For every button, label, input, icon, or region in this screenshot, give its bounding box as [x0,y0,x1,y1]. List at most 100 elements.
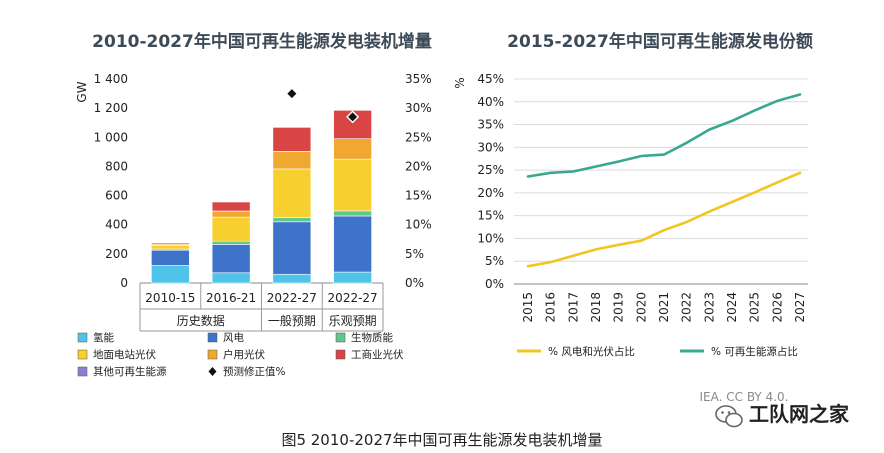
bar-segment [151,245,190,250]
bar-segment [333,210,372,217]
legend-label: 风电 [223,331,244,344]
y-tick-label: 10% [477,231,504,245]
x-tick-label: 2026 [770,292,784,323]
logo-text: 工队网之家 [749,402,850,426]
group-label: 一般预期 [268,313,316,328]
bar-segment [272,168,312,219]
x-tick-label: 2017 [566,292,580,323]
y2-tick-label: 10% [405,218,432,232]
legend-swatch [77,332,88,343]
y2-tick-label: 15% [405,189,432,203]
bar-segment [272,217,312,223]
y-tick-label: 1 200 [94,101,128,115]
group-label: 乐观预期 [329,314,377,328]
bar-segment [211,272,251,284]
x-tick-label: 2022 [680,292,694,323]
y-tick-label: 15% [477,209,504,223]
figure-caption: 图5 2010-2027年中国可再生能源发电装机增量 [281,431,602,449]
x-tick-label: 2024 [725,292,739,323]
y-axis-label: GW [75,81,89,102]
y-tick-label: 0 [120,276,128,290]
y-tick-label: 25% [477,163,504,177]
line-chart-title: 2015-2027年中国可再生能源发电份额 [507,31,813,52]
bar-segment [211,244,251,274]
legend-label: % 风电和光伏占比 [548,345,635,358]
x-tick-label: 2021 [657,292,671,323]
y-tick-label: 45% [477,72,504,86]
forecast-marker [346,110,360,124]
bar-segment [151,242,190,245]
bar-segment [151,265,190,284]
line-chart: 0% 5% 10% 15% 20% 25% 30% 35% 40% 45%% 2015 2016 201… [453,72,808,323]
legend-swatch [77,349,88,360]
bar-segment [211,216,251,242]
series-line [526,93,802,178]
bar-segment [333,271,372,284]
legend-label: 其他可再生能源 [93,365,167,378]
y2-tick-label: 25% [405,130,432,144]
y-tick-label: 200 [105,247,128,261]
y-tick-label: 1 400 [94,72,128,86]
group-label: 历史数据 [177,313,225,328]
bar-chart-title: 2010-2027年中国可再生能源发电装机增量 [92,31,432,52]
line-chart-legend: % 风电和光伏占比 % 可再生能源占比 [517,345,798,358]
bar-segment [333,138,372,160]
wechat-logo-icon [715,405,743,428]
y-tick-label: 35% [477,118,504,132]
bar-chart: 0 200 400 600 800 1 000 1 200 1 400 0% 5% 10% 15% 20… [75,72,432,332]
category-label: 2022-27 [267,291,317,305]
legend-swatch [207,349,218,360]
bar-segment [272,221,312,275]
bar-segment [333,215,372,273]
legend-label: % 可再生能源占比 [711,345,798,358]
category-label: 2022-27 [328,291,378,305]
x-tick-label: 2018 [589,292,603,323]
x-tick-label: 2016 [544,292,558,323]
x-tick-label: 2020 [634,292,648,323]
y2-tick-label: 30% [405,101,432,115]
x-tick-label: 2025 [748,292,762,323]
bar-segment [272,127,312,152]
bar-segment [333,158,372,212]
bar-segment [151,249,190,266]
y-tick-label: 0% [485,277,504,291]
y2-tick-label: 0% [405,276,424,290]
category-label: 2010-15 [145,291,195,305]
y-axis-label: % [453,77,467,88]
legend-label: 预测修正值% [223,365,285,378]
x-tick-label: 2019 [612,292,626,323]
y-tick-label: 600 [105,189,128,203]
legend-label: 氢能 [93,331,114,344]
bar-segment [272,273,312,284]
y-tick-label: 40% [477,95,504,109]
x-tick-label: 2015 [521,292,535,323]
forecast-marker [285,87,299,101]
bar-segment [272,151,312,170]
legend-label: 户用光伏 [223,348,265,361]
legend-swatch [207,332,218,343]
x-tick-label: 2023 [702,292,716,323]
y2-tick-label: 5% [405,247,424,261]
y-tick-label: 30% [477,140,504,154]
legend-label: 地面电站光伏 [93,348,156,361]
category-label: 2016-21 [206,291,256,305]
legend-swatch [77,366,88,377]
bar-segment [211,210,251,218]
legend-swatch [335,349,346,360]
legend-label: 生物质能 [351,331,393,344]
y2-tick-label: 20% [405,159,432,173]
y-tick-label: 800 [105,159,128,173]
x-tick-label: 2027 [793,292,807,323]
legend-swatch [335,332,346,343]
y2-tick-label: 35% [405,72,432,86]
bar-segment [211,201,251,212]
license-watermark: IEA. CC BY 4.0. [700,390,789,404]
y-tick-label: 400 [105,218,128,232]
y-tick-label: 1 000 [94,130,128,144]
series-line [526,171,802,268]
legend-marker [208,367,217,376]
y-tick-label: 20% [477,186,504,200]
bar-segment [211,240,251,245]
